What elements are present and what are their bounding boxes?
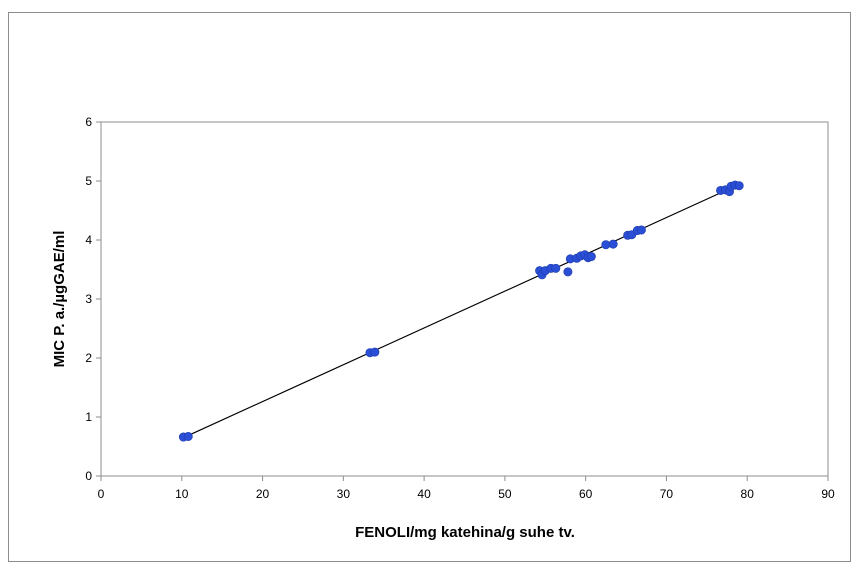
- x-tick-label: 80: [741, 487, 755, 501]
- y-tick-label: 0: [85, 469, 92, 483]
- x-tick-label: 90: [821, 487, 835, 501]
- trendline: [183, 184, 738, 439]
- plot-area: [100, 121, 829, 477]
- x-tick-label: 40: [417, 487, 431, 501]
- x-tick-label: 70: [660, 487, 674, 501]
- x-tick-label: 50: [498, 487, 512, 501]
- y-tick-label: 3: [85, 292, 92, 306]
- data-point: [563, 267, 573, 277]
- data-point: [183, 431, 193, 441]
- x-tick-label: 10: [175, 487, 189, 501]
- x-axis-title: FENOLI/mg katehina/g suhe tv.: [355, 524, 575, 541]
- data-point: [608, 239, 618, 249]
- trendline-group: [183, 184, 738, 439]
- y-tick-label: 2: [85, 351, 92, 365]
- data-point: [370, 347, 380, 357]
- x-tick-label: 0: [98, 487, 105, 501]
- data-point: [636, 225, 646, 235]
- y-tick-label: 1: [85, 410, 92, 424]
- x-tick-label: 20: [256, 487, 270, 501]
- chart-area: [8, 12, 851, 562]
- y-tick-label: 4: [85, 233, 92, 247]
- y-axis-title: MIC P. a./µgGAE/ml: [51, 231, 68, 368]
- y-tick-label: 5: [85, 174, 92, 188]
- data-point: [734, 181, 744, 191]
- x-tick-label: 60: [579, 487, 593, 501]
- x-tick-label: 30: [337, 487, 351, 501]
- data-point: [551, 263, 561, 273]
- y-tick-label: 6: [85, 115, 92, 129]
- data-points: [178, 180, 744, 442]
- data-point: [586, 252, 596, 262]
